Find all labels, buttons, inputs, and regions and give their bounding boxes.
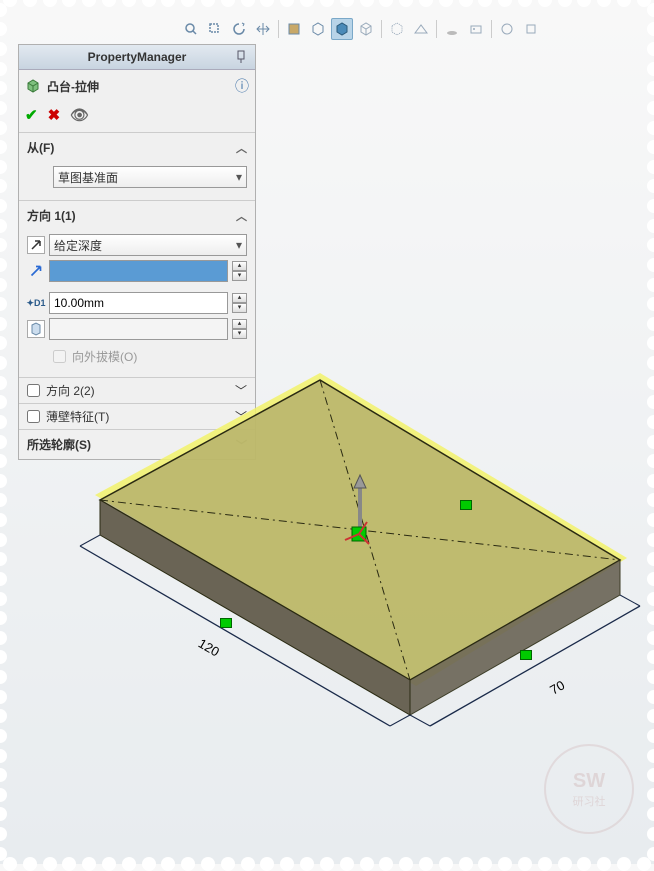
thin-checkbox[interactable]: 薄壁特征(T) ﹀ [19, 404, 255, 429]
chevron-down-icon: ﹀ [235, 408, 247, 425]
depth-spinner[interactable]: ▴▾ [232, 293, 247, 313]
pin-icon[interactable] [233, 49, 249, 65]
property-manager-panel: PropertyManager 凸台-拉伸 ⓘ ✔ ✖ 👁 从(F) ︿ 草图基… [18, 44, 256, 460]
section-dir1-header[interactable]: 方向 1(1) ︿ [19, 201, 255, 230]
draft-spinner[interactable]: ▴▾ [232, 319, 247, 339]
chevron-down-icon: ﹀ [235, 382, 247, 399]
cancel-button[interactable]: ✖ [48, 106, 61, 124]
contours-header[interactable]: 所选轮廓(S) ﹀ [19, 430, 255, 459]
feature-title-row: 凸台-拉伸 ⓘ [19, 70, 255, 102]
section-contours: 所选轮廓(S) ﹀ [19, 429, 255, 459]
section-from: 从(F) ︿ 草图基准面 [19, 132, 255, 200]
shadows-icon[interactable] [441, 18, 463, 40]
chevron-up-icon: ︿ [236, 208, 247, 224]
selection-spinner[interactable]: ▴▾ [232, 261, 247, 281]
from-plane-select[interactable]: 草图基准面 [53, 166, 247, 188]
sketch-relation-marker[interactable] [460, 500, 472, 510]
chevron-up-icon: ︿ [236, 140, 247, 156]
draft-icon[interactable] [27, 320, 45, 338]
section-direction1: 方向 1(1) ︿ 给定深度 ▴▾ ✦D1 ▴▾ ▴▾ [19, 200, 255, 377]
feature-name: 凸台-拉伸 [47, 78, 99, 95]
section-view-icon[interactable] [283, 18, 305, 40]
action-buttons: ✔ ✖ 👁 [19, 102, 255, 132]
origin-triad [340, 515, 380, 555]
rotate-icon[interactable] [228, 18, 250, 40]
apply-scene-icon[interactable] [496, 18, 518, 40]
extrude-icon [25, 78, 41, 94]
ok-button[interactable]: ✔ [25, 106, 38, 124]
panel-header: PropertyManager [19, 45, 255, 70]
shaded-edges-icon[interactable] [331, 18, 353, 40]
stamp-border [0, 0, 654, 7]
wireframe-icon[interactable] [355, 18, 377, 40]
pan-icon[interactable] [252, 18, 274, 40]
reverse-direction-icon[interactable] [27, 236, 45, 254]
draft-outward-checkbox[interactable]: 向外拔模(O) [27, 344, 247, 369]
end-condition-select[interactable]: 给定深度 [49, 234, 247, 256]
perspective-icon[interactable] [410, 18, 432, 40]
stamp-border [0, 0, 7, 864]
stamp-border [647, 0, 654, 864]
dimension-length[interactable]: 120 [196, 636, 222, 660]
view-toolbar [180, 18, 542, 40]
depth-d1-icon: ✦D1 [27, 294, 45, 312]
section-from-header[interactable]: 从(F) ︿ [19, 133, 255, 162]
hidden-lines-icon[interactable] [386, 18, 408, 40]
depth-input[interactable] [49, 292, 228, 314]
sketch-relation-marker[interactable] [520, 650, 532, 660]
zoom-area-icon[interactable] [204, 18, 226, 40]
draft-angle-input[interactable] [49, 318, 228, 340]
preview-button[interactable]: 👁 [70, 106, 89, 124]
display-style-icon[interactable] [307, 18, 329, 40]
direction-selection-input[interactable] [49, 260, 228, 282]
scene-icon[interactable] [465, 18, 487, 40]
stamp-border [0, 857, 654, 871]
section-thin-feature: 薄壁特征(T) ﹀ [19, 403, 255, 429]
dir2-checkbox[interactable]: 方向 2(2) ﹀ [19, 378, 255, 403]
view-orientation-icon[interactable] [520, 18, 542, 40]
zoom-fit-icon[interactable] [180, 18, 202, 40]
watermark: SW 研习社 [544, 744, 634, 834]
sketch-relation-marker[interactable] [220, 618, 232, 628]
dimension-width[interactable]: 70 [547, 677, 567, 697]
section-direction2: 方向 2(2) ﹀ [19, 377, 255, 403]
panel-title: PropertyManager [45, 50, 229, 64]
help-icon[interactable]: ⓘ [235, 76, 249, 96]
direction-vector-icon [27, 262, 45, 280]
chevron-down-icon: ﹀ [236, 437, 247, 453]
